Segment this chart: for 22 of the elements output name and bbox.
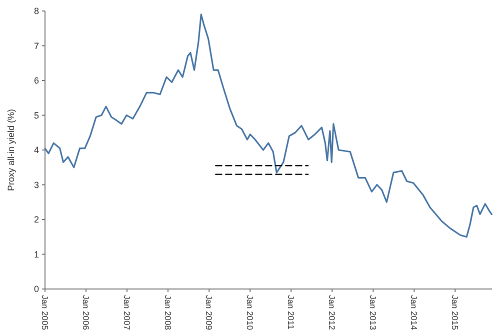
- x-tick-label: Jan 2015: [450, 295, 460, 330]
- x-tick-label: Jan 2014: [409, 295, 420, 330]
- x-tick-label: Jan 2010: [245, 295, 256, 330]
- x-tick-label: Jan 2008: [163, 295, 174, 330]
- x-tick-label: Jan 2011: [286, 295, 296, 330]
- line-series: [44, 14, 492, 238]
- x-tick-label: Jan 2005: [40, 295, 50, 330]
- x-tick-label: Jan 2013: [368, 295, 378, 330]
- y-axis-title: Proxy all-in yield (%): [6, 108, 16, 192]
- y-tick-label: 0: [34, 284, 39, 294]
- x-tick-label: Jan 2006: [81, 295, 92, 330]
- x-tick-label: Jan 2007: [122, 295, 132, 330]
- y-tick-label: 1: [34, 249, 39, 260]
- y-tick-label: 4: [34, 145, 39, 156]
- y-tick-label: 6: [34, 76, 39, 86]
- y-tick-label: 5: [34, 110, 39, 120]
- y-tick-label: 8: [34, 6, 39, 16]
- x-tick-label: Jan 2009: [204, 295, 214, 330]
- y-tick-label: 2: [34, 214, 39, 225]
- y-tick-label: 7: [34, 40, 39, 51]
- x-tick-label: Jan 2012: [327, 295, 338, 330]
- y-tick-label: 3: [34, 180, 39, 190]
